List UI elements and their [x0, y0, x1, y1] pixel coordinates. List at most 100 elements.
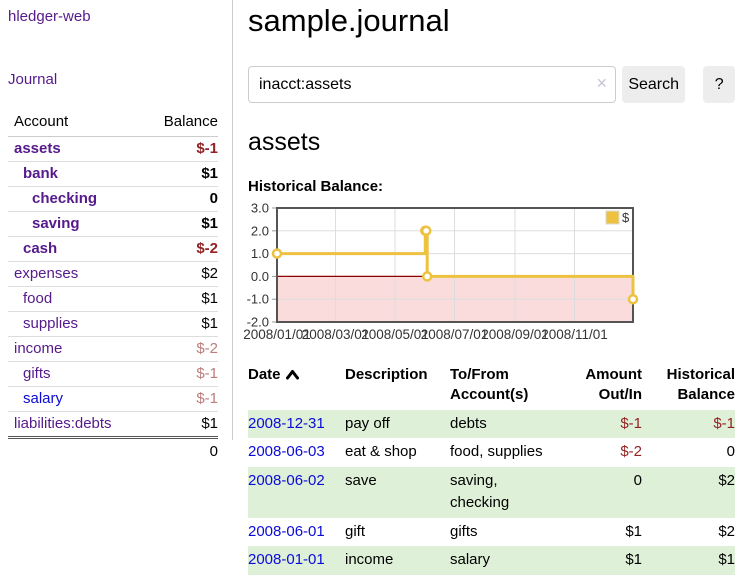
date-link[interactable]: 2008-12-31 [248, 414, 325, 432]
account-row: gifts $-1 [8, 361, 218, 387]
search-input[interactable] [248, 66, 616, 104]
accounts-cell: salary [450, 551, 491, 569]
clear-search-icon[interactable]: × [596, 73, 607, 94]
balance-cell: $-1 [713, 414, 735, 432]
account-balance: $-2 [140, 336, 218, 362]
date-link[interactable]: 2008-06-02 [248, 472, 325, 490]
register-header-row: Date Description To/From Account(s) Amou… [248, 363, 735, 410]
account-row: food $1 [8, 286, 218, 312]
account-link-saving[interactable]: saving [32, 215, 80, 232]
account-link-checking[interactable]: checking [32, 190, 98, 207]
account-row: saving $1 [8, 211, 218, 237]
y-tick-label: 0.0 [251, 269, 269, 284]
y-tick-label: -2.0 [247, 315, 269, 330]
legend-label: $ [622, 210, 630, 225]
sidebar-item-journal[interactable]: Journal [8, 71, 58, 88]
account-link-salary[interactable]: salary [23, 390, 64, 407]
balance-chart: 3.0 2.0 1.0 0.0 -1.0 -2.0 2008/01/01 2008/03/01… [243, 200, 735, 346]
main-content: sample.journal × Search ? assets Histori… [243, 0, 735, 576]
chart-title: Historical Balance: [248, 178, 384, 196]
description-cell: income [345, 551, 394, 569]
table-row: 2008-12-31 pay off debts $-1 $-1 [248, 409, 735, 439]
search-button[interactable]: Search [622, 66, 686, 104]
amount-cell: 0 [633, 472, 642, 490]
balance-cell: 0 [726, 443, 735, 461]
amount-cell: $1 [625, 551, 642, 569]
account-row: liabilities:debts $1 [8, 411, 218, 438]
x-tick-label: 2008/05/01 [361, 327, 429, 342]
accounts-total-row: 0 [8, 436, 218, 464]
x-tick-label: 2008/03/01 [302, 327, 370, 342]
y-tick-label: -1.0 [247, 292, 269, 307]
account-balance: $1 [140, 311, 218, 337]
account-balance: $1 [140, 286, 218, 312]
account-balance: 0 [140, 186, 218, 212]
account-balance: $-1 [140, 361, 218, 387]
account-link-income[interactable]: income [14, 340, 63, 357]
account-balance: $1 [140, 161, 218, 187]
amount-cell: $-1 [620, 414, 642, 432]
accounts-cell: food, supplies [450, 443, 543, 461]
sidebar: hledger-web Journal Account Balance asse… [0, 0, 233, 464]
description-cell: gift [345, 522, 366, 540]
date-link[interactable]: 2008-06-01 [248, 522, 325, 540]
account-balance: $1 [140, 411, 218, 438]
y-tick-label: 2.0 [251, 223, 269, 238]
x-tick-label: 2008/11/01 [541, 327, 608, 342]
account-row: expenses $2 [8, 261, 218, 287]
description-cell: pay off [345, 414, 390, 432]
x-tick-label: 2008/09/01 [481, 327, 549, 342]
amount-cell: $-2 [620, 443, 642, 461]
account-link-bank[interactable]: bank [23, 165, 59, 182]
balance-column-header: Balance [140, 109, 218, 137]
brand-link[interactable]: hledger-web [8, 8, 91, 25]
date-column-header[interactable]: Date [248, 363, 345, 410]
account-balance: $1 [140, 211, 218, 237]
accounts-cell: gifts [450, 522, 478, 540]
account-link-assets[interactable]: assets [14, 140, 61, 157]
account-row: salary $-1 [8, 386, 218, 412]
account-row: bank $1 [8, 161, 218, 187]
table-row: 2008-06-02 save saving, checking 0 $2 [248, 467, 735, 518]
search-form: × Search ? [248, 66, 735, 104]
account-row: cash $-2 [8, 236, 218, 262]
x-tick-label: 2008/07/01 [421, 327, 489, 342]
amount-column-header: Amount Out/In [585, 366, 642, 404]
legend-swatch [605, 210, 620, 225]
account-link-food[interactable]: food [23, 290, 53, 307]
account-balance: $-1 [140, 386, 218, 412]
plot-border [276, 207, 634, 324]
table-row: 2008-06-01 gift gifts $1 $2 [248, 518, 735, 547]
accounts-cell: debts [450, 414, 487, 432]
description-cell: eat & shop [345, 443, 417, 461]
date-link[interactable]: 2008-06-03 [248, 443, 325, 461]
y-tick-label: 1.0 [251, 246, 269, 261]
balance-chart-svg: 3.0 2.0 1.0 0.0 -1.0 -2.02008/01/012008/03/01… [243, 201, 639, 342]
balance-cell: $2 [718, 472, 735, 490]
help-button[interactable]: ? [703, 66, 735, 104]
date-link[interactable]: 2008-01-01 [248, 551, 325, 569]
account-link-supplies[interactable]: supplies [23, 315, 79, 332]
table-row: 2008-01-01 income salary $1 $1 [248, 546, 735, 576]
account-balance: $2 [140, 261, 218, 287]
account-heading: assets [248, 128, 321, 157]
account-link-expenses[interactable]: expenses [14, 265, 79, 282]
account-balance: $-1 [140, 136, 218, 162]
balance-cell: $1 [718, 551, 735, 569]
account-link-liabilities-debts[interactable]: liabilities:debts [14, 415, 112, 432]
account-link-cash[interactable]: cash [23, 240, 58, 257]
y-tick-label: 3.0 [251, 201, 269, 216]
accounts-total-value: 0 [140, 436, 218, 464]
accounts-cell: saving, checking [450, 472, 510, 511]
sort-ascending-icon [285, 370, 299, 380]
accounts-table: Account Balance assets $-1 bank $1 checking 0… [8, 109, 218, 464]
amount-cell: $1 [625, 522, 642, 540]
data-point-marker [627, 294, 639, 305]
account-balance: $-2 [140, 236, 218, 262]
balance-column-header: Historical Balance [666, 366, 735, 404]
data-point-marker [420, 225, 432, 237]
accounts-column-header: Account [8, 109, 141, 137]
table-row: 2008-06-03 eat & shop food, supplies $-2 0 [248, 438, 735, 467]
account-row: income $-2 [8, 336, 218, 362]
account-link-gifts[interactable]: gifts [23, 365, 51, 382]
